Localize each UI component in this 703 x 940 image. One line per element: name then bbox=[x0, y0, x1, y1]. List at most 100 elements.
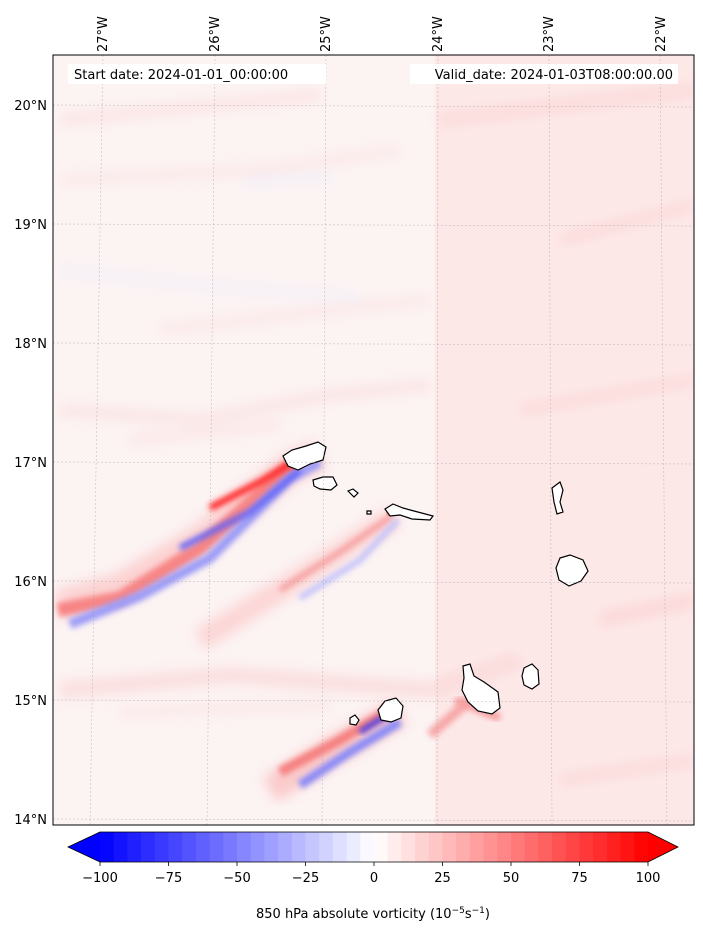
gridline-lat-15n bbox=[53, 699, 694, 703]
colorbar-cell bbox=[223, 832, 238, 862]
colorbar-tick-label: −50 bbox=[223, 871, 250, 886]
colorbar-title-end: ) bbox=[485, 907, 490, 922]
colorbar-tick-label: 50 bbox=[503, 871, 520, 886]
wake-fogo bbox=[262, 696, 474, 802]
colorbar-tick-label: 0 bbox=[370, 871, 378, 886]
map-frame bbox=[52, 54, 695, 826]
lat-label: 17°N bbox=[14, 456, 47, 471]
island-fogo bbox=[377, 697, 404, 723]
lon-label: 22°W bbox=[654, 16, 669, 52]
lat-label: 19°N bbox=[14, 218, 47, 233]
colorbar-cell bbox=[182, 832, 197, 862]
colorbar-cell bbox=[442, 832, 457, 862]
gridline-lat-18n bbox=[53, 342, 694, 346]
lat-label: 15°N bbox=[14, 694, 47, 709]
gridline-lat-19n bbox=[53, 223, 694, 227]
colorbar-cell bbox=[606, 832, 621, 862]
gridline-lon-23w bbox=[548, 55, 553, 825]
colorbar-cell bbox=[141, 832, 156, 862]
colorbar-cell bbox=[552, 832, 567, 862]
colorbar-cell bbox=[278, 832, 293, 862]
colorbar-cell bbox=[579, 832, 594, 862]
gridline-lon-24w bbox=[436, 55, 439, 825]
island-islet bbox=[366, 510, 372, 515]
colorbar-cell bbox=[483, 832, 498, 862]
colorbar-cell bbox=[374, 832, 389, 862]
lon-label: 24°W bbox=[431, 16, 446, 52]
colorbar-tick-labels: −100 −75 −50 −25 0 25 50 75 100 bbox=[82, 871, 660, 886]
lat-label: 16°N bbox=[14, 575, 47, 590]
lon-label: 27°W bbox=[96, 16, 111, 52]
colorbar-title-exp1: −5 bbox=[452, 906, 465, 916]
colorbar-tick-label: 100 bbox=[636, 871, 661, 886]
latitude-labels: 20°N 19°N 18°N 17°N 16°N 15°N 14°N bbox=[14, 99, 47, 828]
colorbar-cell bbox=[524, 832, 539, 862]
colorbar-min-extension bbox=[68, 832, 100, 862]
colorbar-cell bbox=[428, 832, 443, 862]
colorbar-cell bbox=[565, 832, 580, 862]
colorbar-tick-label: −100 bbox=[82, 871, 118, 886]
colorbar-cell bbox=[497, 832, 512, 862]
colorbar-cell bbox=[346, 832, 361, 862]
colorbar-tick-label: 75 bbox=[571, 871, 588, 886]
gridline-lat-20n bbox=[53, 104, 694, 108]
colorbar-tick-label: 25 bbox=[434, 871, 451, 886]
lat-label: 18°N bbox=[14, 337, 47, 352]
colorbar-cell bbox=[469, 832, 484, 862]
colorbar-cell bbox=[113, 832, 128, 862]
colorbar-title-exp2: −1 bbox=[472, 906, 485, 916]
gridline-lon-22w bbox=[659, 55, 668, 825]
island-boa-vista bbox=[555, 554, 589, 587]
lat-label: 20°N bbox=[14, 99, 47, 114]
colorbar-cell bbox=[319, 832, 334, 862]
colorbar-cell bbox=[387, 832, 402, 862]
lon-label: 25°W bbox=[319, 16, 334, 52]
colorbar-cell bbox=[127, 832, 142, 862]
island-sao-nicolau bbox=[384, 503, 435, 521]
colorbar-cells bbox=[100, 832, 649, 862]
colorbar-cell bbox=[401, 832, 416, 862]
colorbar-title: 850 hPa absolute vorticity (10−5s−1) bbox=[256, 906, 490, 922]
colorbar-cell bbox=[168, 832, 183, 862]
gridline-lat-17n bbox=[53, 461, 694, 465]
island-sao-vicente bbox=[312, 476, 338, 491]
colorbar-cell bbox=[154, 832, 169, 862]
start-date-box bbox=[68, 64, 326, 84]
colorbar-cell bbox=[620, 832, 635, 862]
colorbar-cell bbox=[634, 832, 649, 862]
colorbar-tick-label: −75 bbox=[155, 871, 182, 886]
gridline-lon-26w bbox=[206, 55, 216, 825]
map-panel: Start date: 2024-01-01_00:00:00 Valid_da… bbox=[14, 16, 695, 828]
valid-date-label: Valid_date: 2024-01-03T08:00:00.00 bbox=[435, 68, 673, 83]
colorbar-cell bbox=[305, 832, 320, 862]
colorbar-cell bbox=[195, 832, 210, 862]
colorbar-cell bbox=[456, 832, 471, 862]
start-date-label: Start date: 2024-01-01_00:00:00 bbox=[74, 68, 288, 83]
colorbar-title-mid: s bbox=[465, 907, 472, 922]
lon-label: 26°W bbox=[208, 16, 223, 52]
colorbar-max-extension bbox=[648, 832, 678, 862]
colorbar-cell bbox=[360, 832, 375, 862]
gridline-lon-27w bbox=[89, 55, 104, 825]
island-brava bbox=[349, 714, 360, 726]
colorbar-cell bbox=[209, 832, 224, 862]
gridline-lon-25w bbox=[321, 55, 327, 825]
colorbar-cell bbox=[291, 832, 306, 862]
colorbar: −100 −75 −50 −25 0 25 50 75 100 850 hPa … bbox=[67, 831, 679, 922]
colorbar-tick-label: −25 bbox=[292, 871, 319, 886]
gridline-lat-14n bbox=[53, 818, 694, 822]
colorbar-cell bbox=[250, 832, 265, 862]
vorticity-field bbox=[53, 55, 694, 825]
island-santa-luzia bbox=[346, 488, 359, 498]
lat-label: 14°N bbox=[14, 813, 47, 828]
background-streaks bbox=[59, 83, 694, 786]
island-maio bbox=[521, 663, 540, 690]
island-sal bbox=[551, 481, 564, 515]
gridlines bbox=[53, 55, 694, 825]
colorbar-cell bbox=[511, 832, 526, 862]
gridline-lat-16n bbox=[53, 580, 694, 584]
colorbar-cell bbox=[415, 832, 430, 862]
colorbar-cell bbox=[593, 832, 608, 862]
valid-date-box bbox=[410, 64, 678, 84]
